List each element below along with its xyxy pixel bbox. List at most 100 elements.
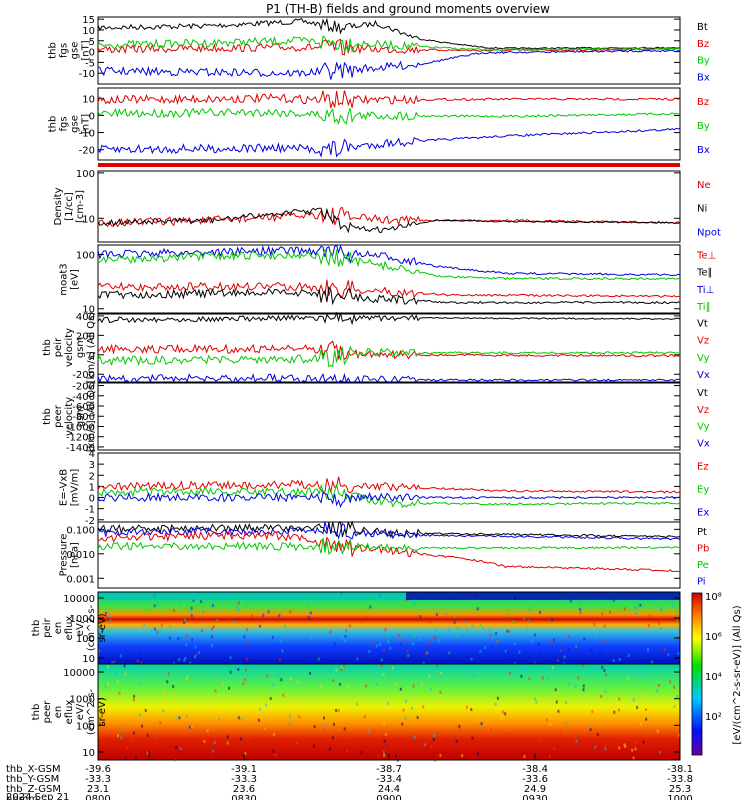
heatmap-speck xyxy=(508,629,511,633)
heatmap-speck xyxy=(382,673,385,677)
heatmap-speck xyxy=(539,651,542,655)
heatmap-speck xyxy=(345,629,348,633)
heatmap-speck xyxy=(153,627,156,631)
heatmap-speck xyxy=(438,647,441,651)
heatmap-speck xyxy=(186,675,189,679)
heatmap-speck xyxy=(380,664,383,668)
heatmap-speck xyxy=(294,695,297,699)
heatmap-speck xyxy=(289,677,292,681)
y-axis-label: thb xyxy=(48,42,59,59)
heatmap-speck xyxy=(549,722,552,726)
heatmap-speck xyxy=(402,638,405,642)
heatmap-speck xyxy=(365,615,368,619)
heatmap-speck xyxy=(185,677,188,681)
panel-frame xyxy=(97,312,681,383)
heatmap-speck xyxy=(541,676,544,680)
heatmap-speck xyxy=(184,656,187,660)
y-axis-label: peer xyxy=(42,700,53,724)
heatmap-speck xyxy=(228,686,231,690)
y-axis-label: thb xyxy=(42,339,53,356)
heatmap-speck xyxy=(433,733,436,737)
heatmap-speck xyxy=(413,634,416,638)
heatmap-speck xyxy=(114,672,117,676)
heatmap-speck xyxy=(328,747,331,751)
heatmap-speck xyxy=(391,666,394,670)
heatmap-speck xyxy=(637,602,640,606)
heatmap-speck xyxy=(105,611,108,615)
heatmap-speck xyxy=(440,674,443,678)
heatmap-speck xyxy=(226,741,229,745)
y-axis-label: eflux xyxy=(64,700,75,725)
heatmap-speck xyxy=(478,724,481,728)
heatmap-speck xyxy=(257,718,260,722)
heatmap-speck xyxy=(637,669,640,673)
heatmap-speck xyxy=(211,627,214,631)
y-axis-label: thb xyxy=(31,704,42,721)
y-axis-label: eflux xyxy=(64,616,75,641)
heatmap-speck xyxy=(133,694,136,698)
heatmap-speck xyxy=(320,685,323,689)
heatmap-speck xyxy=(382,750,385,754)
series-Vx xyxy=(97,372,680,384)
series-Vz xyxy=(97,340,681,361)
heatmap-speck xyxy=(168,636,171,640)
heatmap-speck xyxy=(211,604,214,608)
data-gap-bar xyxy=(98,163,680,167)
heatmap-speck xyxy=(581,664,584,668)
y-tick-label: 10 xyxy=(82,26,95,37)
heatmap-speck xyxy=(618,657,621,661)
y-axis-label: moat3 xyxy=(59,263,70,295)
heatmap-speck xyxy=(574,684,577,688)
heatmap-speck xyxy=(603,668,606,672)
panel-frame xyxy=(97,244,681,315)
heatmap-speck xyxy=(615,708,618,712)
colorbar-tick-label: 10⁶ xyxy=(705,632,722,643)
heatmap-speck xyxy=(121,729,124,733)
heatmap-speck xyxy=(529,607,532,611)
heatmap-speck xyxy=(138,713,141,717)
series-By xyxy=(97,107,680,125)
heatmap-speck xyxy=(659,626,662,630)
heatmap-speck xyxy=(218,717,221,721)
heatmap-speck xyxy=(357,633,360,637)
x-tick-label: -39.6 xyxy=(85,764,111,775)
heatmap-speck xyxy=(489,645,492,649)
y-axis-label: thb xyxy=(42,408,53,425)
heatmap-speck xyxy=(481,626,484,630)
heatmap-speck xyxy=(237,601,240,605)
heatmap-speck xyxy=(676,619,679,623)
heatmap-speck xyxy=(435,628,438,632)
heatmap-fill xyxy=(98,664,680,760)
heatmap-speck xyxy=(342,665,345,669)
heatmap-speck xyxy=(476,607,479,611)
heatmap-speck xyxy=(380,658,383,662)
heatmap-speck xyxy=(479,649,482,653)
heatmap-speck xyxy=(344,639,347,643)
heatmap-speck xyxy=(178,716,181,720)
heatmap-speck xyxy=(264,728,267,732)
heatmap-speck xyxy=(398,633,401,637)
heatmap-speck xyxy=(194,645,197,649)
heatmap-speck xyxy=(439,753,442,757)
heatmap-speck xyxy=(540,739,543,743)
heatmap-speck xyxy=(551,618,554,622)
y-tick-label: 4 xyxy=(89,449,95,460)
heatmap-speck xyxy=(673,704,676,708)
legend-Vy: Vy xyxy=(697,422,710,433)
heatmap-speck xyxy=(242,672,245,676)
heatmap-speck xyxy=(190,724,193,728)
heatmap-speck xyxy=(638,671,641,675)
heatmap-speck xyxy=(539,610,542,614)
heatmap-speck xyxy=(135,756,138,760)
heatmap-speck xyxy=(554,688,557,692)
legend-Npot: Npot xyxy=(697,227,721,238)
heatmap-speck xyxy=(216,619,219,623)
heatmap-speck xyxy=(211,644,214,648)
y-tick-label: 100 xyxy=(76,251,95,262)
heatmap-speck xyxy=(589,728,592,732)
y-tick-label: -800 xyxy=(72,412,95,423)
heatmap-speck xyxy=(675,714,678,718)
heatmap-speck xyxy=(185,715,188,719)
heatmap-speck xyxy=(322,716,325,720)
heatmap-speck xyxy=(124,756,127,760)
